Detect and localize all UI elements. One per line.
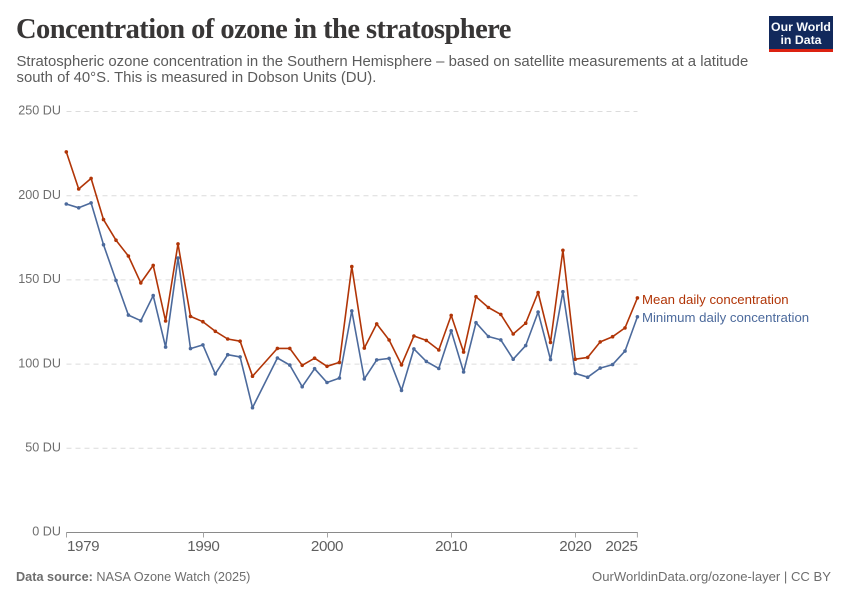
svg-text:2000: 2000: [311, 538, 343, 555]
svg-text:250 DU: 250 DU: [18, 104, 61, 118]
svg-text:2025: 2025: [605, 538, 637, 555]
svg-text:Minimum daily concentration: Minimum daily concentration: [642, 310, 809, 325]
svg-text:2010: 2010: [435, 538, 467, 555]
svg-text:2020: 2020: [559, 538, 591, 555]
svg-text:1979: 1979: [67, 538, 99, 555]
svg-text:0 DU: 0 DU: [32, 525, 61, 539]
svg-text:Mean daily concentration: Mean daily concentration: [642, 292, 789, 307]
svg-text:50 DU: 50 DU: [25, 441, 61, 455]
svg-text:100 DU: 100 DU: [18, 356, 61, 370]
svg-text:150 DU: 150 DU: [18, 272, 61, 286]
svg-text:1990: 1990: [187, 538, 219, 555]
svg-text:200 DU: 200 DU: [18, 188, 61, 202]
